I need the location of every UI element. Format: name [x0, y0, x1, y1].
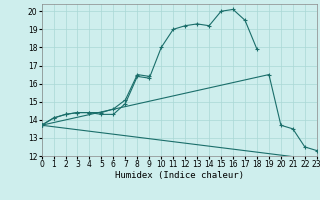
X-axis label: Humidex (Indice chaleur): Humidex (Indice chaleur) [115, 171, 244, 180]
